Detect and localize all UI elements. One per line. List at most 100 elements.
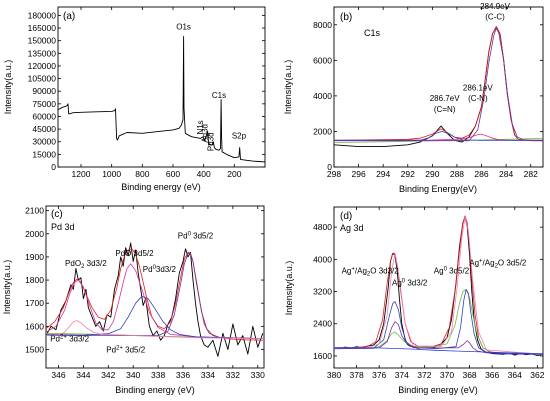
peak-annotation: Pd03d3/2 [143,265,177,274]
x-axis-label: Binding energy (eV) [121,182,201,192]
plot-frame [45,205,265,369]
y-tick-label: 165000 [28,23,57,33]
y-tick-label: 2400 [313,319,332,329]
x-tick-label: 346 [51,370,65,380]
x-tick-label: 292 [401,169,415,179]
x-tick-label: 376 [372,370,386,380]
x-tick-label: 200 [227,169,241,179]
panel-letter: (d) [340,211,352,222]
x-tick-label: 290 [425,169,439,179]
y-axis-label: Intensity(a.u.) [3,60,13,115]
x-tick-label: 282 [524,169,538,179]
panel-title: Ag 3d [340,223,364,233]
x-tick-label: 332 [226,370,240,380]
series-line-4 [46,263,263,339]
y-tick-label: 1700 [25,298,44,308]
y-tick-label: 150000 [28,36,57,46]
peak-annotation: C1s [212,91,226,100]
x-tick-label: 294 [376,169,390,179]
y-tick-label: 105000 [28,74,57,84]
series-line-4 [334,289,543,355]
y-tick-label: 15000 [32,149,56,159]
series-line-1 [334,26,543,148]
peak-annotation: (C-C) [485,12,505,21]
x-tick-label: 380 [327,370,341,380]
x-axis-label: Binding Energy(eV) [399,184,477,194]
plot-frame [333,6,544,168]
y-tick-label: 4800 [313,222,332,232]
y-tick-label: 30000 [32,137,56,147]
chart-panel-3: 346 344 342 340 338 336 334 332 330 1500 1600 1700 1… [2,205,265,395]
x-tick-label: 334 [201,370,215,380]
series-line-5 [46,295,263,339]
y-tick-label: 1600 [25,321,44,331]
plot-frame [333,206,544,369]
y-tick-label: 1800 [25,275,44,285]
x-tick-label: 378 [350,370,364,380]
y-tick-label: 3200 [313,287,332,297]
x-tick-label: 362 [530,370,544,380]
y-tick-label: 2000 [313,126,332,136]
plot-frame [57,6,266,168]
peak-annotation: 286.7eV [430,94,460,103]
peak-annotation: O1s [176,23,191,32]
peak-annotation: PdO2 3d3/2 [65,259,107,270]
x-tick-label: 600 [166,169,180,179]
y-axis-label: Intensity(a.u.) [283,60,293,115]
peak-annotation: N1s [196,120,205,134]
series-line-3 [334,289,543,355]
y-tick-label: 45000 [32,124,56,134]
panel-letter: (c) [51,209,63,220]
x-tick-label: 368 [462,370,476,380]
y-tick-label: 1600 [313,351,332,361]
peak-annotation: Pd0 3d5/2 [178,231,214,240]
series-line-6 [334,216,543,355]
series-line-5 [334,130,543,141]
x-tick-label: 1200 [72,169,91,179]
y-tick-label: 0 [51,162,56,172]
x-tick-label: 298 [327,169,341,179]
series-line-1 [58,36,265,163]
series-line-1 [46,242,264,357]
x-tick-label: 344 [76,370,90,380]
series-line-2 [334,26,543,142]
peak-annotation: Pd3d [206,132,215,151]
peak-annotation: PdO 3d5/2 [115,249,154,258]
chart-panel-4: 380 378 376 374 372 370 368 366 364 362 1600 2400 32… [284,206,545,395]
x-tick-label: 340 [126,370,140,380]
x-tick-label: 330 [251,370,265,380]
x-tick-label: 364 [508,370,522,380]
y-tick-label: 135000 [28,48,57,58]
x-axis-label: Binding energy (eV) [398,385,478,395]
x-tick-label: 286 [474,169,488,179]
x-tick-label: 366 [485,370,499,380]
series-line-6 [334,27,543,142]
peak-annotation: (C=N) [434,105,456,114]
peak-annotation: Ag0 3d3/2 [392,278,428,287]
panel-title: C1s [364,28,381,38]
peak-annotation: S2p [232,131,247,140]
series-line-6 [46,252,263,339]
y-axis-label: Intensity(a.u.) [2,260,12,315]
y-tick-label: 0 [327,162,332,172]
panel-letter: (b) [340,12,352,23]
x-tick-label: 288 [450,169,464,179]
peak-annotation: 284.9eV [480,2,510,11]
x-tick-label: 374 [395,370,409,380]
series-line-2 [334,215,543,355]
y-tick-label: 1900 [25,252,44,262]
peak-annotation: Ag3d [201,124,210,143]
x-tick-label: 296 [351,169,365,179]
chart-panel-1: 1200 1000 800 600 400 200 0 15000 30000 45000 6000… [3,6,266,192]
panel-title: Pd 3d [51,222,75,232]
panel-letter: (a) [63,11,75,22]
peak-annotation: Ag0 3d5/2 [434,266,470,275]
x-tick-label: 284 [499,169,513,179]
series-line-5 [334,321,543,355]
y-tick-label: 60000 [32,111,56,121]
y-tick-label: 6000 [313,55,332,65]
peak-annotation: Pd2+ 3d5/2 [106,345,145,354]
y-tick-label: 4000 [313,91,332,101]
series-line-7 [334,347,543,355]
